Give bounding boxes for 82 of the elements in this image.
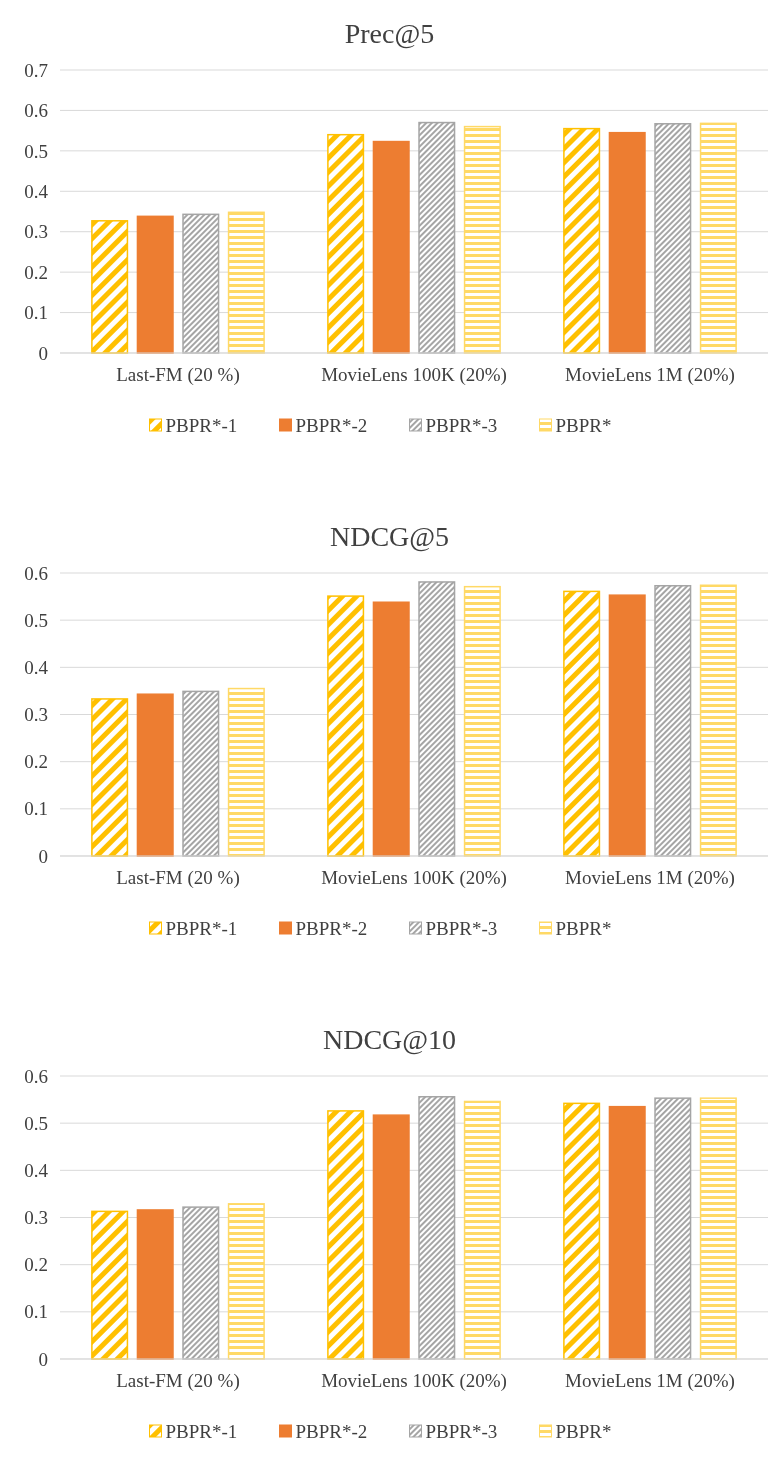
y-tick-label: 0 <box>38 845 48 867</box>
bar <box>136 215 174 354</box>
bar <box>182 1206 220 1360</box>
y-tick-label: 0 <box>38 342 48 364</box>
y-tick-label: 0.7 <box>24 59 48 81</box>
bar <box>563 1102 601 1360</box>
bar <box>227 1203 265 1360</box>
y-tick-label: 0.2 <box>24 751 48 773</box>
legend-label: PBPR* <box>555 1420 612 1442</box>
legend-label: PBPR*-1 <box>165 414 238 436</box>
y-tick-label: 0.1 <box>24 798 48 820</box>
chart-title: NDCG@10 <box>322 1024 457 1055</box>
y-tick-label: 0.4 <box>24 656 49 678</box>
bar <box>463 125 501 354</box>
bar <box>91 220 129 354</box>
bar <box>654 584 692 857</box>
legend-label: PBPR*-1 <box>165 1420 238 1442</box>
bar <box>182 213 220 354</box>
bar <box>563 590 601 857</box>
bar <box>699 122 737 354</box>
bar <box>418 121 456 354</box>
bar <box>136 1209 174 1360</box>
x-tick-label: MovieLens 1M (20%) <box>565 1370 735 1392</box>
bar <box>699 584 737 857</box>
y-tick-label: 0.5 <box>24 1112 48 1134</box>
legend-label: PBPR*-3 <box>425 917 498 939</box>
bar <box>463 1100 501 1360</box>
y-tick-label: 0.1 <box>24 1301 48 1323</box>
legend-label: PBPR*-3 <box>425 414 498 436</box>
bar <box>654 123 692 354</box>
bar <box>327 1110 365 1360</box>
x-tick-label: MovieLens 100K (20%) <box>321 867 507 889</box>
bar <box>608 131 646 354</box>
y-tick-label: 0.6 <box>24 100 48 122</box>
bar <box>699 1097 737 1360</box>
bar <box>372 1114 410 1360</box>
legend-label: PBPR*-2 <box>295 1420 368 1442</box>
bar <box>182 690 220 857</box>
y-tick-label: 0.6 <box>24 1065 48 1087</box>
legend-label: PBPR* <box>555 917 612 939</box>
bar <box>418 1096 456 1360</box>
bar <box>91 698 129 857</box>
bar <box>563 127 601 354</box>
bar <box>418 581 456 857</box>
bar <box>227 687 265 857</box>
bar <box>372 140 410 354</box>
y-tick-label: 0.4 <box>24 1159 49 1181</box>
bar <box>227 211 265 354</box>
bar <box>608 1105 646 1360</box>
y-tick-label: 0.1 <box>24 302 48 324</box>
bar <box>327 595 365 857</box>
y-tick-label: 0.5 <box>24 140 48 162</box>
bar <box>654 1097 692 1360</box>
x-tick-label: MovieLens 1M (20%) <box>565 364 735 386</box>
legend-label: PBPR*-2 <box>295 414 368 436</box>
y-tick-label: 0.3 <box>24 704 48 726</box>
y-tick-label: 0.3 <box>24 1207 48 1229</box>
y-tick-label: 0.5 <box>24 609 48 631</box>
bar <box>608 594 646 857</box>
chart-title: NDCG@5 <box>329 521 450 552</box>
legend-label: PBPR* <box>555 414 612 436</box>
x-tick-label: MovieLens 100K (20%) <box>321 1370 507 1392</box>
legend-label: PBPR*-1 <box>165 917 238 939</box>
x-tick-label: Last-FM (20 %) <box>116 1370 240 1392</box>
bar <box>327 133 365 354</box>
x-tick-label: Last-FM (20 %) <box>116 364 240 386</box>
y-tick-label: 0.4 <box>24 180 49 202</box>
y-tick-label: 0 <box>38 1348 48 1370</box>
bar <box>372 601 410 857</box>
y-tick-label: 0.2 <box>24 261 48 283</box>
x-tick-label: MovieLens 1M (20%) <box>565 867 735 889</box>
bar <box>91 1210 129 1360</box>
bar <box>136 693 174 857</box>
y-tick-label: 0.3 <box>24 221 48 243</box>
x-tick-label: Last-FM (20 %) <box>116 867 240 889</box>
legend-label: PBPR*-2 <box>295 917 368 939</box>
legend-label: PBPR*-3 <box>425 1420 498 1442</box>
y-tick-label: 0.2 <box>24 1254 48 1276</box>
y-tick-label: 0.6 <box>24 562 48 584</box>
x-tick-label: MovieLens 100K (20%) <box>321 364 507 386</box>
chart-title: Prec@5 <box>344 18 435 49</box>
bar <box>463 585 501 857</box>
